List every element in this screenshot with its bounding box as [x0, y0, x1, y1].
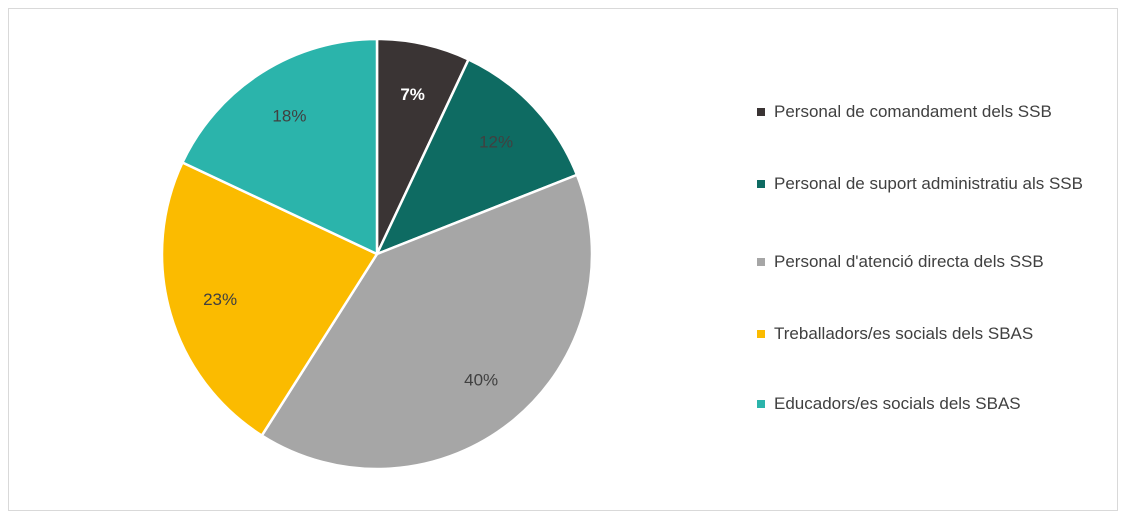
data-label-3: 40%: [464, 370, 498, 389]
legend-label: Educadors/es socials dels SBAS: [774, 394, 1021, 413]
data-label-1: 7%: [400, 85, 425, 104]
legend-label: Personal d'atenció directa dels SSB: [774, 252, 1044, 271]
legend-swatch: [757, 108, 765, 116]
legend-label: Personal de suport administratiu als SSB: [774, 174, 1083, 193]
legend-item-3: Personal d'atenció directa dels SSB: [757, 249, 1117, 275]
legend-item-1: Personal de comandament dels SSB: [757, 99, 1117, 125]
pie-slice-4: [160, 161, 379, 437]
legend-item-5: Educadors/es socials dels SBAS: [757, 391, 1117, 417]
legend-label: Treballadors/es socials dels SBAS: [774, 324, 1034, 343]
legend-swatch: [757, 400, 765, 408]
legend-swatch: [757, 330, 765, 338]
data-label-2: 12%: [479, 133, 513, 152]
pie-slice-2: [375, 58, 579, 256]
legend-swatch: [757, 180, 765, 188]
legend-swatch: [757, 258, 765, 266]
legend-label: Personal de comandament dels SSB: [774, 102, 1052, 121]
data-label-4: 23%: [203, 290, 237, 309]
chart-frame: 7% 12% 40% 23% 18% Personal de comandament d…: [8, 8, 1118, 511]
legend-item-4: Treballadors/es socials dels SBAS: [757, 321, 1117, 347]
legend-item-2: Personal de suport administratiu als SSB: [757, 171, 1117, 197]
pie-chart: 7% 12% 40% 23% 18%: [160, 37, 594, 471]
pie-slice-5: [181, 37, 379, 256]
pie-slice-3: [260, 173, 594, 471]
data-label-5: 18%: [272, 107, 306, 126]
